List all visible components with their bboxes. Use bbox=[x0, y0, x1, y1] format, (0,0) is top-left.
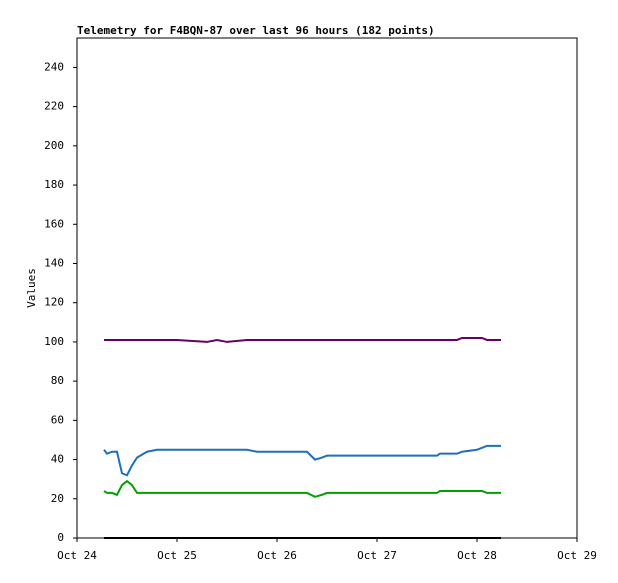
y-tick-label: 120 bbox=[44, 296, 64, 309]
y-tick-label: 0 bbox=[57, 531, 64, 544]
x-tick-label: Oct 25 bbox=[157, 549, 197, 562]
x-tick-label: Oct 24 bbox=[57, 549, 97, 562]
y-tick-label: 40 bbox=[51, 453, 64, 466]
series-line bbox=[103, 479, 501, 498]
y-tick-label: 160 bbox=[44, 217, 64, 230]
y-tick-label: 220 bbox=[44, 100, 64, 113]
y-tick-label: 100 bbox=[44, 335, 64, 348]
x-tick-label: Oct 29 bbox=[557, 549, 597, 562]
y-tick-label: 180 bbox=[44, 178, 64, 191]
y-tick-label: 140 bbox=[44, 256, 64, 269]
y-axis-label: Values bbox=[25, 268, 38, 308]
y-tick-label: 200 bbox=[44, 139, 64, 152]
y-tick-label: 80 bbox=[51, 374, 64, 387]
y-tick-label: 60 bbox=[51, 413, 64, 426]
plot-frame bbox=[76, 37, 578, 539]
series-line bbox=[104, 337, 501, 343]
y-tick-label: 20 bbox=[51, 492, 64, 505]
y-tick-label: 240 bbox=[44, 60, 64, 73]
x-tick-label: Oct 28 bbox=[457, 549, 497, 562]
x-tick-label: Oct 27 bbox=[357, 549, 397, 562]
x-tick-label: Oct 26 bbox=[257, 549, 297, 562]
chart-title: Telemetry for F4BQN-87 over last 96 hour… bbox=[77, 24, 435, 37]
series-line bbox=[103, 444, 501, 477]
